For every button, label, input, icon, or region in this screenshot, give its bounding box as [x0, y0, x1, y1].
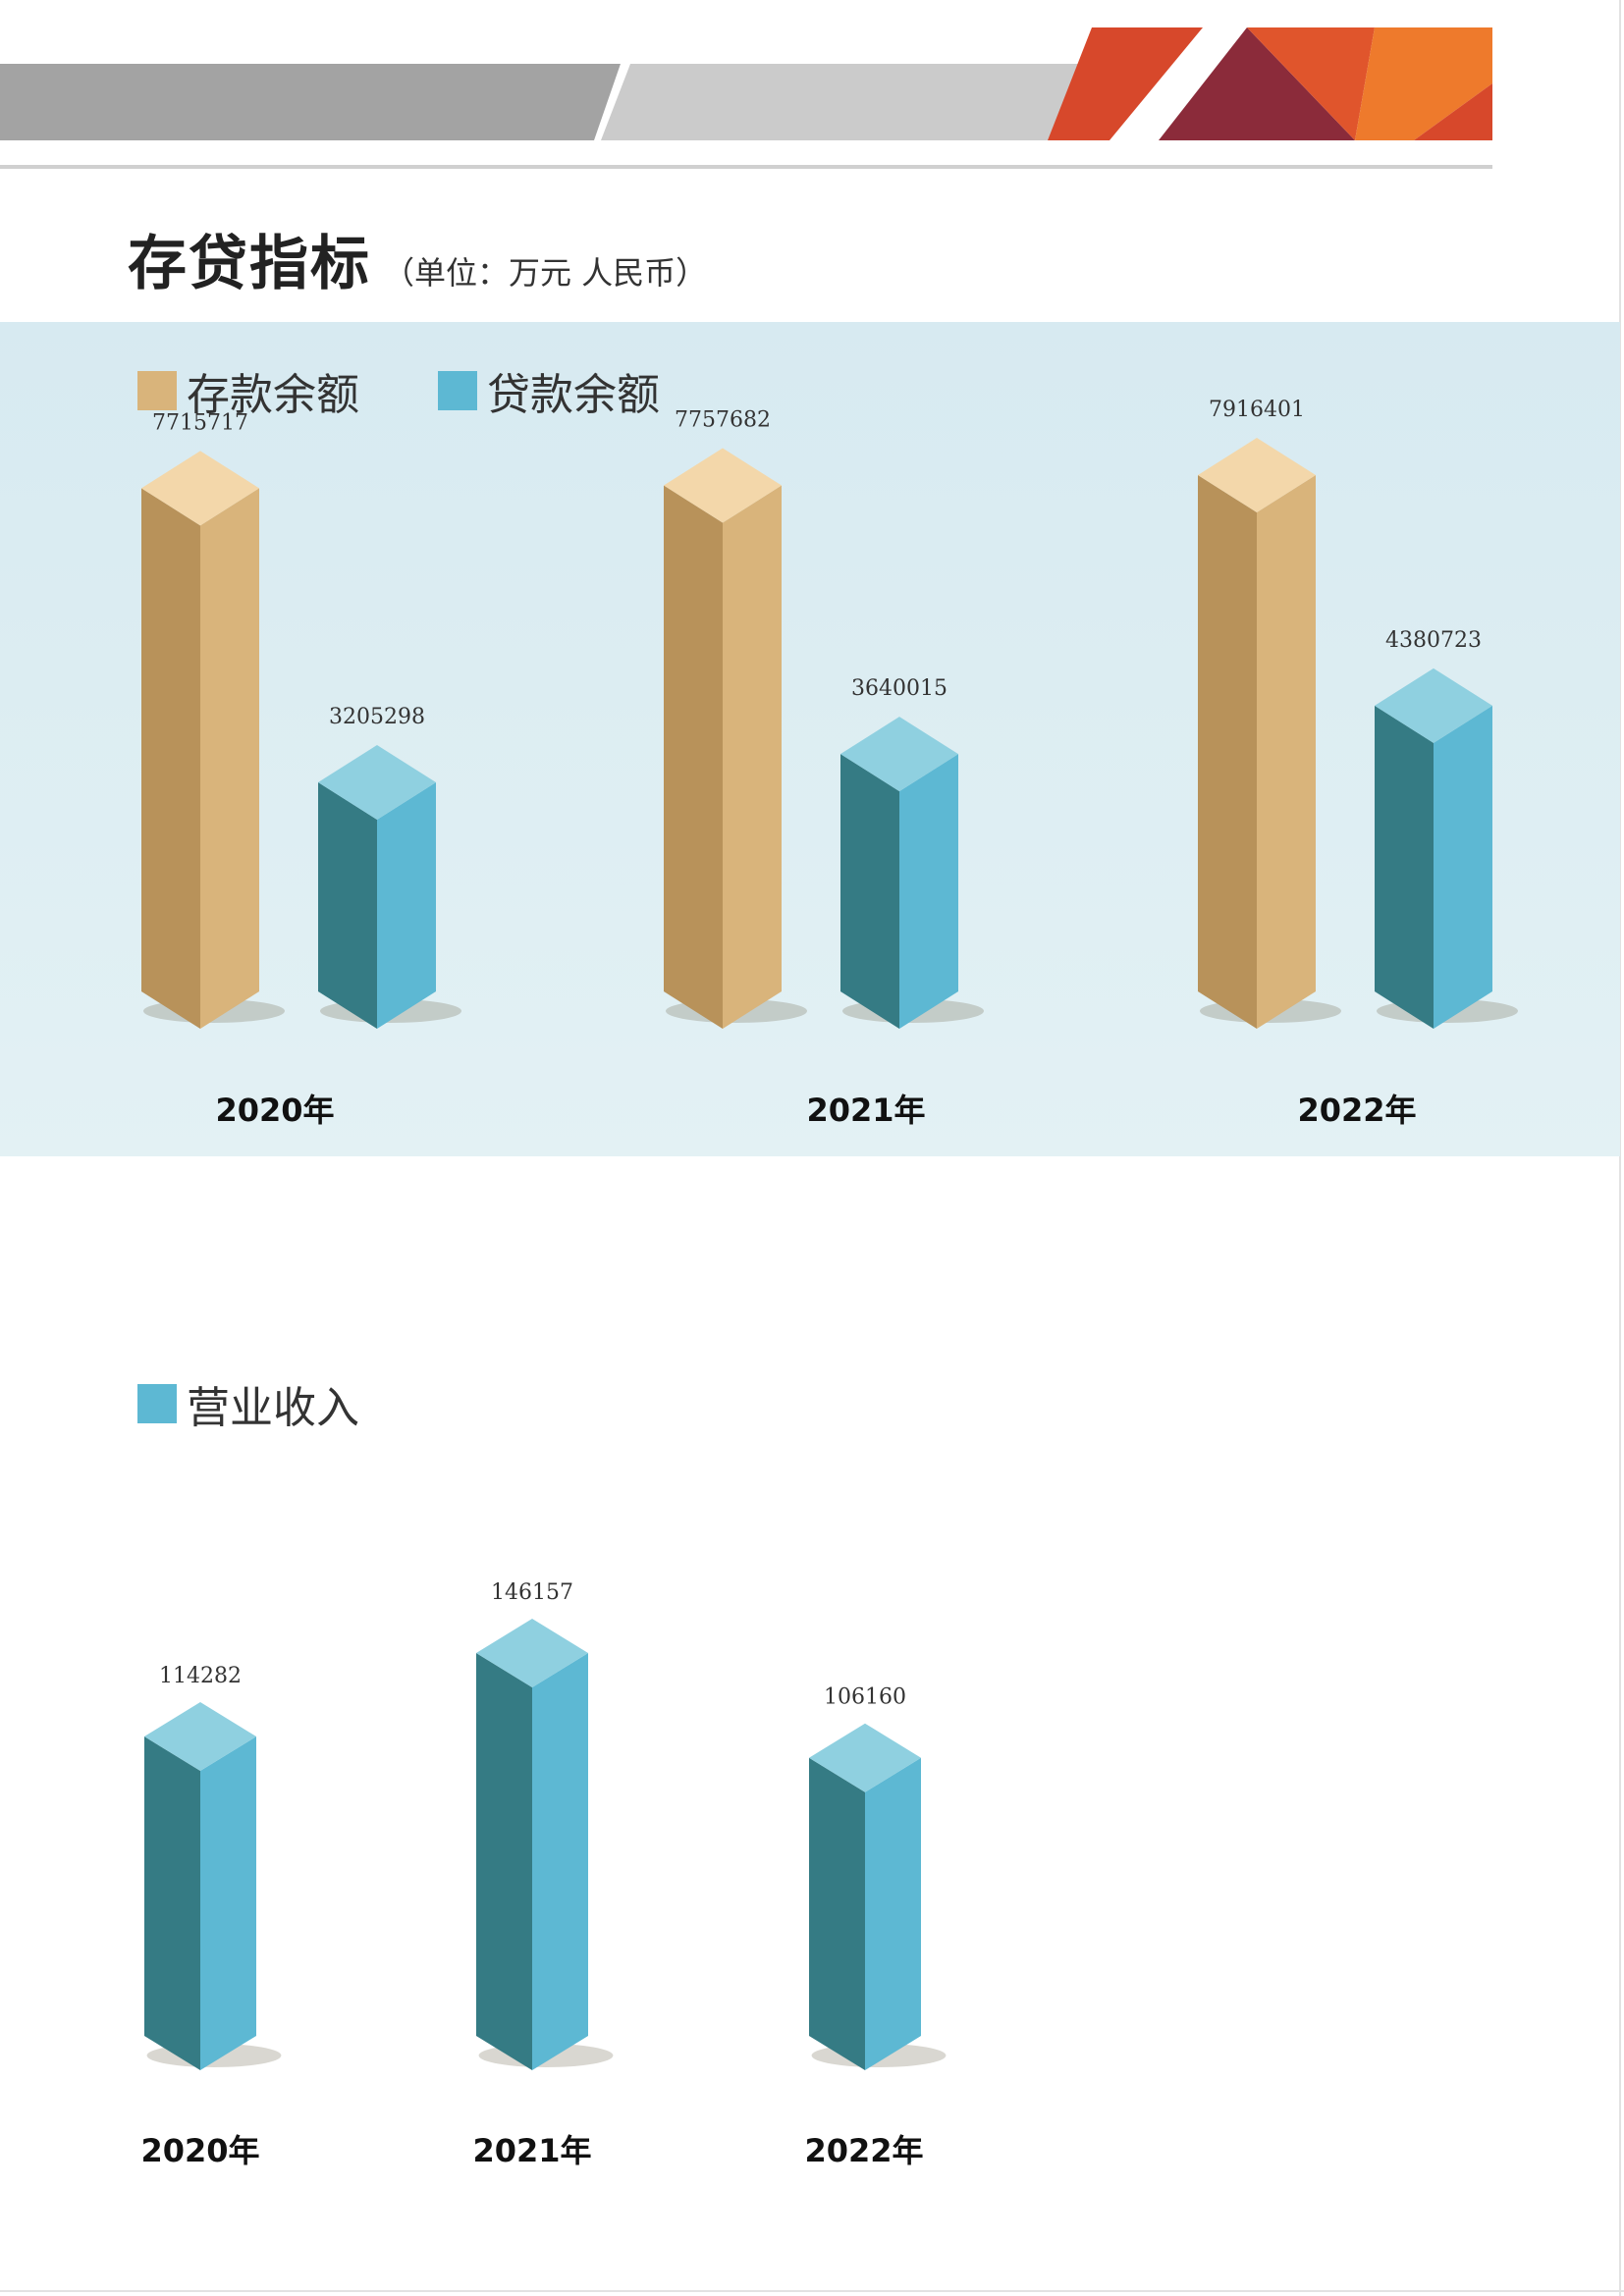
value-label-loan-1: 3640015 — [851, 676, 947, 701]
banner-maroon-triangle — [1159, 27, 1355, 140]
x-tick-label-2: 2022年 — [1297, 1092, 1416, 1129]
legend-revenue: 营业收入 — [137, 1372, 359, 1435]
bar-revenue-2 — [809, 1723, 947, 2070]
legend-label-revenue: 营业收入 — [187, 1383, 359, 1433]
bar-loan-1-front — [840, 754, 899, 1029]
bar-deposit-0-side — [200, 488, 259, 1029]
x-tick-label-1: 2021年 — [806, 1092, 925, 1129]
bar-revenue-0-top — [144, 1702, 256, 1772]
legend-label-loan: 贷款余额 — [487, 370, 660, 420]
bar-loan-0-top — [318, 745, 436, 821]
bar-revenue-1-top — [476, 1619, 588, 1687]
legend-loan: 贷款余额 — [438, 359, 660, 422]
bar-loan-0 — [318, 745, 461, 1029]
x-tick-label-0: 2020年 — [215, 1092, 334, 1129]
legend-swatch-revenue — [137, 1384, 177, 1423]
bar-deposit-1-front — [664, 485, 723, 1029]
banner-orange-left — [1048, 27, 1203, 140]
page-edge-bottom — [0, 2290, 1624, 2292]
bar-revenue-0-front — [144, 1736, 200, 2070]
bar-revenue-0-side — [200, 1736, 256, 2070]
bar-revenue-2-top — [809, 1723, 921, 1792]
page-edge-right — [1619, 0, 1621, 2296]
value-label-deposit-0: 7715717 — [152, 410, 248, 435]
bar-loan-2-top — [1375, 667, 1492, 743]
page-title: 存贷指标 — [128, 230, 371, 298]
legend-label-deposit: 存款余额 — [187, 370, 359, 420]
legend-swatch-deposit — [137, 371, 177, 410]
bar-loan-2 — [1375, 667, 1518, 1029]
value-label-revenue-1: 146157 — [491, 1580, 573, 1605]
bar-deposit-0-top — [141, 451, 259, 526]
bar-deposit-2-side — [1257, 475, 1316, 1029]
bar-deposit-2-front — [1198, 475, 1257, 1029]
bar-loan-0-front — [318, 782, 377, 1029]
legend-deposit: 存款余额 — [137, 359, 359, 422]
unit-note: （单位：万元 人民币） — [383, 254, 708, 292]
bar-revenue-1-front — [476, 1653, 532, 2070]
header-divider — [0, 165, 1492, 169]
value-label-deposit-2: 7916401 — [1209, 398, 1305, 422]
bar-deposit-0 — [141, 451, 285, 1029]
bar-revenue-2-side — [865, 1757, 921, 2070]
bar-loan-1-side — [899, 754, 958, 1029]
bar-revenue-0 — [144, 1702, 282, 2070]
bar-loan-1 — [840, 717, 984, 1029]
bar-deposit-1-top — [664, 448, 782, 523]
banner-light-stripe — [601, 64, 1080, 140]
bar-loan-2-side — [1434, 705, 1492, 1029]
deposit-loan-panel — [0, 322, 1620, 1156]
bar-deposit-0-front — [141, 488, 200, 1029]
banner-orange-mid — [1247, 27, 1375, 140]
value-label-loan-0: 3205298 — [329, 705, 425, 729]
value-label-deposit-1: 7757682 — [675, 408, 771, 433]
value-label-revenue-0: 114282 — [159, 1664, 242, 1688]
page-title-block: 存贷指标 （单位：万元 人民币） — [128, 216, 707, 301]
bar-deposit-1 — [664, 448, 807, 1029]
x-tick-label-revenue-2: 2022年 — [804, 2132, 923, 2169]
bar-deposit-2-top — [1198, 438, 1316, 512]
bar-deposit-1-side — [723, 485, 782, 1029]
legend-swatch-loan — [438, 371, 477, 410]
header-banner — [0, 27, 1492, 140]
value-label-loan-2: 4380723 — [1385, 628, 1482, 653]
banner-orange-right — [1414, 83, 1492, 140]
bar-loan-1-top — [840, 717, 958, 792]
x-tick-label-revenue-0: 2020年 — [140, 2132, 259, 2169]
bar-revenue-1 — [476, 1619, 614, 2070]
banner-amber — [1355, 27, 1492, 140]
bar-loan-2-front — [1375, 705, 1434, 1029]
bar-revenue-1-side — [532, 1653, 588, 2070]
x-tick-label-revenue-1: 2021年 — [472, 2132, 591, 2169]
banner-dark-stripe — [0, 64, 621, 140]
bar-revenue-2-front — [809, 1757, 865, 2070]
bar-loan-0-side — [377, 782, 436, 1029]
bar-deposit-2 — [1198, 438, 1341, 1029]
value-label-revenue-2: 106160 — [824, 1685, 906, 1710]
